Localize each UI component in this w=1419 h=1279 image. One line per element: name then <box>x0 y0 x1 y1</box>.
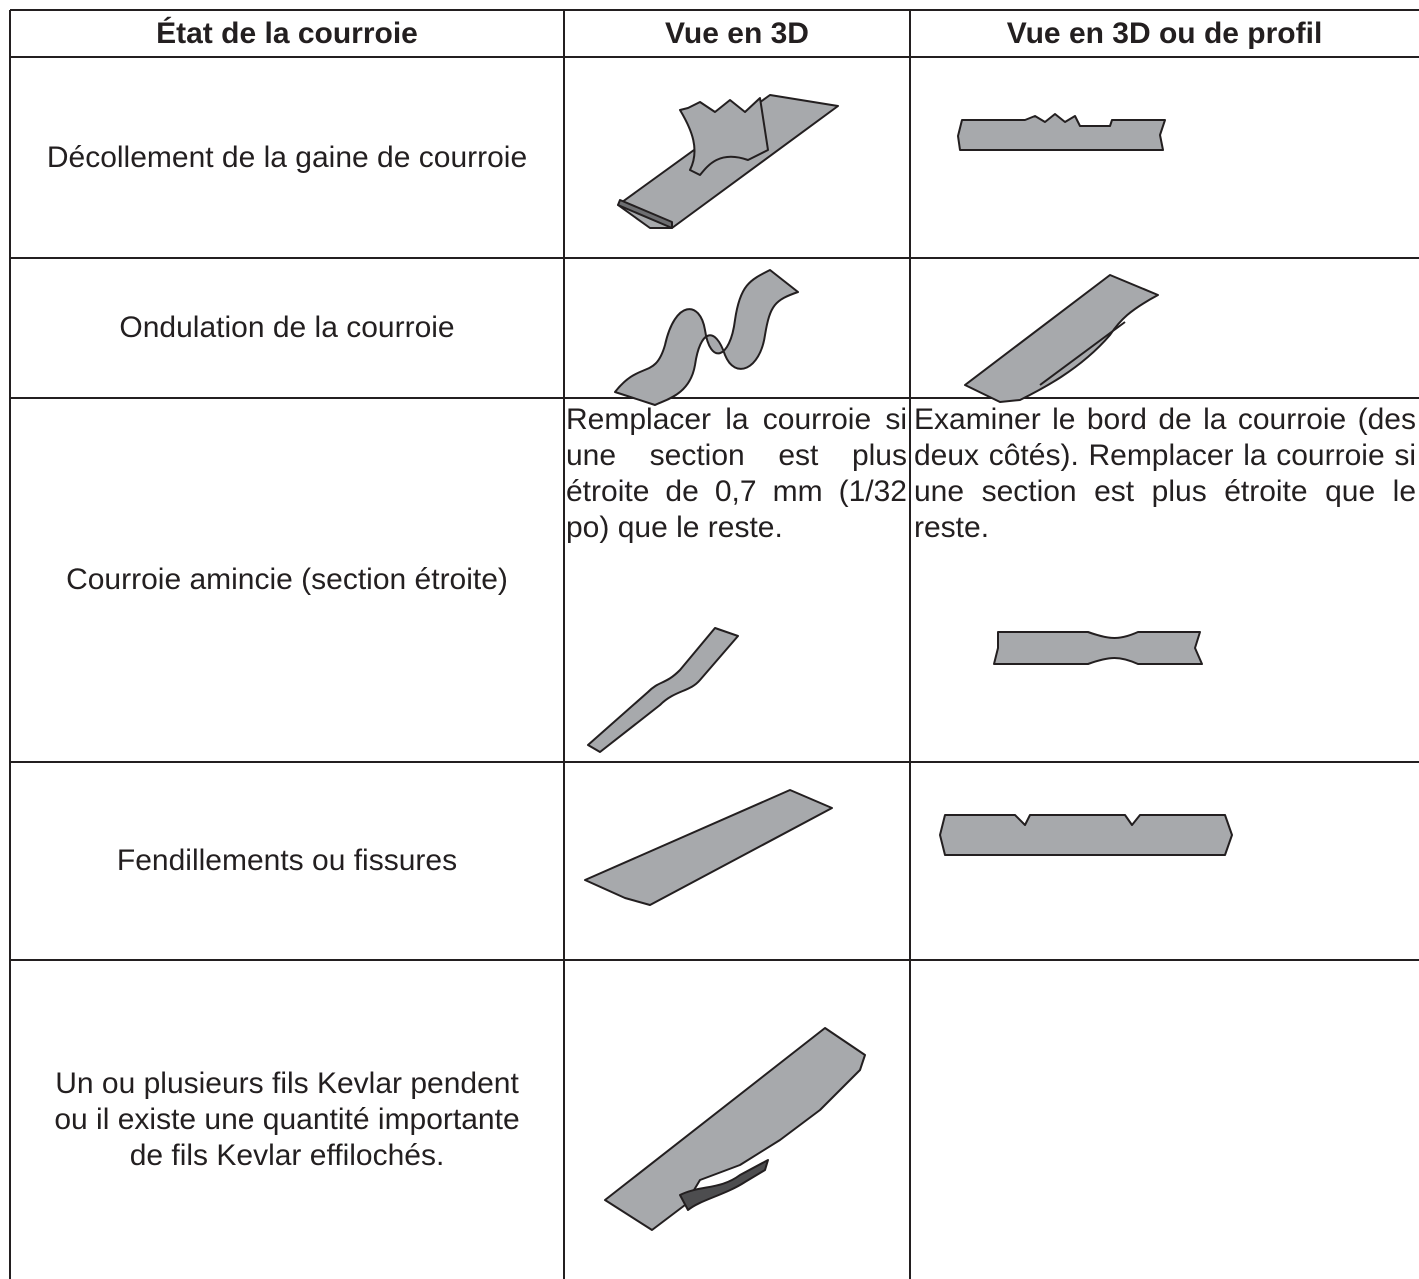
peeling-cover <box>679 97 769 176</box>
header-cell: Vue en 3D <box>665 16 809 50</box>
header-cell: Vue en 3D ou de profil <box>1006 16 1323 50</box>
condition-cell: Ondulation de la courroie <box>119 311 455 344</box>
wavy-belt <box>614 269 799 406</box>
frayed-belt <box>604 1027 866 1231</box>
note-profile: Examiner le bord de la courroie (des deu… <box>914 403 1416 544</box>
illustrations <box>584 94 1233 1231</box>
grid-lines <box>9 9 1419 1279</box>
kevlar-strand <box>679 1159 769 1211</box>
header-cell: État de la courroie <box>156 16 418 50</box>
shadow-line <box>1039 321 1126 386</box>
belt-edge <box>617 199 673 229</box>
narrow-belt-3d <box>587 627 739 753</box>
narrow-belt-profile <box>993 631 1203 665</box>
condition-cell: Décollement de la gaine de courroie <box>46 140 528 174</box>
curved-belt <box>964 274 1159 403</box>
note-3d: Remplacer la courroie si une section est… <box>566 403 907 544</box>
condition-cell: Fendillements ou fissures <box>116 844 458 877</box>
cracked-belt-profile <box>939 814 1233 856</box>
condition-cell: Courroie amincie (section étroite) <box>66 563 508 596</box>
cracked-belt-3d <box>584 789 833 906</box>
belt-profile <box>957 113 1166 151</box>
condition-cell: Un ou plusieurs fils Kevlar pendent ou i… <box>54 1066 520 1172</box>
